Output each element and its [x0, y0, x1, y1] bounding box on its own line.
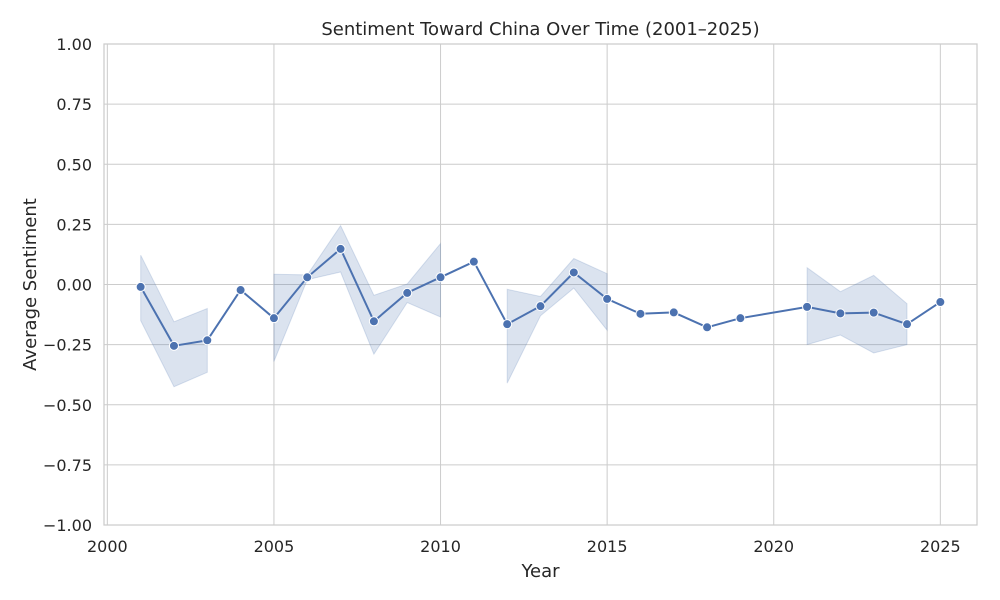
x-tick-label: 2005	[254, 537, 295, 556]
confidence-band	[273, 224, 441, 362]
data-point	[435, 272, 446, 283]
x-tick-label: 2010	[420, 537, 461, 556]
confidence-band	[806, 266, 908, 354]
y-tick-label: 1.00	[56, 35, 92, 54]
grid-layer	[104, 43, 977, 526]
data-point	[202, 335, 213, 346]
y-tick-label: −0.25	[43, 336, 92, 355]
data-point	[835, 308, 846, 319]
series-line-layer	[139, 247, 941, 347]
data-point	[268, 313, 279, 324]
data-point	[335, 243, 346, 254]
data-point	[302, 272, 313, 283]
data-point	[635, 308, 646, 319]
data-point	[702, 322, 713, 333]
y-axis-label: Average Sentiment	[20, 198, 41, 371]
y-tick-label: −0.75	[43, 456, 92, 475]
data-point	[902, 319, 913, 330]
x-axis-label: Year	[520, 561, 560, 582]
data-point	[602, 293, 613, 304]
data-point	[368, 316, 379, 327]
confidence-band	[506, 257, 608, 384]
y-tick-label: 0.50	[56, 155, 92, 174]
chart-title: Sentiment Toward China Over Time (2001–2…	[321, 19, 759, 40]
data-point	[468, 256, 479, 267]
data-point	[402, 287, 413, 298]
data-point	[235, 285, 246, 296]
y-tick-labels: −1.00 −0.75 −0.50 −0.25 0.00 0.25 0.50 0.75 1.00	[43, 35, 92, 535]
data-point	[568, 267, 579, 278]
data-point	[935, 297, 946, 308]
data-point	[535, 301, 546, 312]
data-point	[668, 307, 679, 318]
y-tick-label: 0.75	[56, 95, 92, 114]
x-tick-labels: 2000 2005 2010 2015 2020 2025	[87, 537, 961, 556]
data-point	[168, 340, 179, 351]
data-point	[868, 307, 879, 318]
y-tick-label: −1.00	[43, 516, 92, 535]
y-tick-label: −0.50	[43, 396, 92, 415]
data-point	[802, 301, 813, 312]
y-tick-label: 0.00	[56, 276, 92, 295]
confidence-band	[140, 254, 208, 388]
plot-frame	[103, 43, 978, 526]
confidence-band-layer	[140, 224, 908, 388]
x-tick-label: 2025	[920, 537, 961, 556]
data-points-layer	[135, 243, 946, 351]
data-point	[135, 281, 146, 292]
y-tick-label: 0.25	[56, 215, 92, 234]
data-point	[502, 319, 513, 330]
x-tick-label: 2015	[587, 537, 628, 556]
x-tick-label: 2020	[753, 537, 794, 556]
data-point	[735, 313, 746, 324]
series-line	[139, 247, 941, 347]
x-tick-label: 2000	[87, 537, 128, 556]
